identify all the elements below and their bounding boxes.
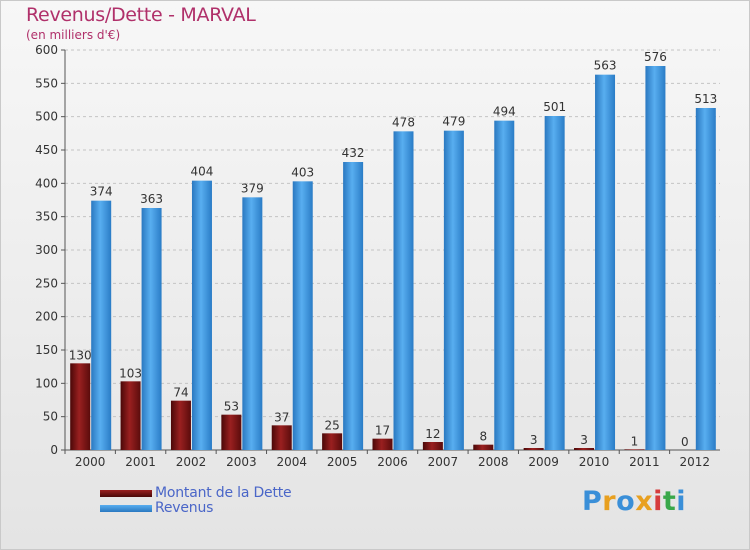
chart-title: Revenus/Dette - MARVAL xyxy=(26,4,256,26)
y-tick-label: 500 xyxy=(35,110,58,124)
bar-revenue-2001 xyxy=(141,208,162,450)
logo-letter: x xyxy=(635,486,654,517)
x-tick-label: 2002 xyxy=(176,455,207,469)
logo-letter: i xyxy=(653,486,663,517)
logo-letter: i xyxy=(676,486,687,517)
x-tick-label: 2000 xyxy=(75,455,106,469)
legend-swatch-revenue xyxy=(100,505,152,512)
bar-revenue-2007 xyxy=(443,130,464,450)
bar-revenue-2004 xyxy=(292,181,313,451)
bar-revenue-2010 xyxy=(595,74,616,451)
value-labels: 1303741033637440453379374032543217478124… xyxy=(69,50,718,449)
y-tick-label: 50 xyxy=(43,410,58,424)
y-tick-label: 150 xyxy=(35,343,58,357)
y-tick-label: 550 xyxy=(35,76,58,90)
logo-letter: t xyxy=(662,486,677,517)
label-debt-2010: 3 xyxy=(580,433,588,447)
bar-revenue-2005 xyxy=(343,162,364,450)
bar-revenue-2012 xyxy=(695,108,716,450)
label-revenue-2006: 478 xyxy=(392,115,415,129)
label-debt-2007: 12 xyxy=(425,427,440,441)
label-revenue-2004: 403 xyxy=(291,165,314,179)
bar-revenue-2003 xyxy=(242,197,263,450)
bar-revenue-2008 xyxy=(494,120,515,451)
chart-subtitle: (en milliers d'€) xyxy=(26,28,121,42)
label-debt-2006: 17 xyxy=(375,424,390,438)
y-tick-label: 0 xyxy=(50,443,58,457)
bar-debt-2002 xyxy=(170,400,191,450)
bar-revenue-2000 xyxy=(91,200,112,450)
label-revenue-2005: 432 xyxy=(342,146,365,160)
legend-label-debt: Montant de la Dette xyxy=(155,485,292,501)
bar-revenue-2009 xyxy=(544,116,565,450)
y-tick-label: 250 xyxy=(35,276,58,290)
proxiti-logo: Proxiti xyxy=(582,486,686,517)
label-revenue-2001: 363 xyxy=(140,192,163,206)
y-tick-label: 350 xyxy=(35,210,58,224)
y-tick-label: 600 xyxy=(35,43,58,57)
bar-debt-2011 xyxy=(624,449,645,450)
label-revenue-2009: 501 xyxy=(543,100,566,114)
bar-debt-2000 xyxy=(70,363,91,450)
label-revenue-2000: 374 xyxy=(90,185,113,199)
label-revenue-2007: 479 xyxy=(442,115,465,129)
label-debt-2005: 25 xyxy=(324,418,339,432)
x-tick-label: 2006 xyxy=(377,455,408,469)
label-revenue-2012: 513 xyxy=(694,92,717,106)
bar-revenue-2011 xyxy=(645,66,666,450)
bar-debt-2010 xyxy=(574,448,595,450)
label-debt-2003: 53 xyxy=(224,400,239,414)
x-tick-label: 2001 xyxy=(125,455,156,469)
y-tick-label: 200 xyxy=(35,310,58,324)
label-debt-2009: 3 xyxy=(530,433,538,447)
logo-letter: P xyxy=(582,486,603,517)
x-tick-label: 2012 xyxy=(680,455,711,469)
bar-debt-2009 xyxy=(523,448,544,450)
label-debt-2002: 74 xyxy=(173,386,188,400)
label-revenue-2010: 563 xyxy=(594,59,617,73)
grid xyxy=(65,49,720,418)
x-tick-label: 2005 xyxy=(327,455,358,469)
logo-letter: o xyxy=(616,486,636,517)
legend-label-revenue: Revenus xyxy=(155,500,214,516)
y-tick-label: 450 xyxy=(35,143,58,157)
label-debt-2008: 8 xyxy=(479,430,487,444)
x-tick-label: 2009 xyxy=(528,455,559,469)
label-debt-2004: 37 xyxy=(274,410,289,424)
x-tick-label: 2003 xyxy=(226,455,257,469)
y-tick-label: 300 xyxy=(35,243,58,257)
label-revenue-2011: 576 xyxy=(644,50,667,64)
label-revenue-2008: 494 xyxy=(493,105,516,119)
label-debt-2011: 1 xyxy=(631,434,639,448)
bar-revenue-2002 xyxy=(191,180,212,450)
x-tick-label: 2007 xyxy=(428,455,459,469)
label-debt-2000: 130 xyxy=(69,348,92,362)
label-revenue-2003: 379 xyxy=(241,181,264,195)
label-debt-2001: 103 xyxy=(119,366,142,380)
bar-revenue-2006 xyxy=(393,131,414,451)
label-revenue-2002: 404 xyxy=(191,165,214,179)
x-tick-label: 2010 xyxy=(579,455,610,469)
bar-debt-2008 xyxy=(473,444,494,450)
bar-debt-2003 xyxy=(221,414,242,450)
y-tick-label: 400 xyxy=(35,176,58,190)
x-tick-label: 2011 xyxy=(629,455,660,469)
y-tick-label: 100 xyxy=(35,376,58,390)
bars xyxy=(70,66,716,451)
legend-swatch-debt xyxy=(100,490,152,497)
bar-debt-2006 xyxy=(372,438,393,450)
logo-letter: r xyxy=(602,486,617,517)
bar-debt-2004 xyxy=(271,425,292,450)
bar-debt-2005 xyxy=(322,433,343,450)
bar-debt-2001 xyxy=(120,381,141,450)
label-debt-2012: 0 xyxy=(681,435,689,449)
x-tick-label: 2008 xyxy=(478,455,509,469)
bar-debt-2007 xyxy=(422,442,443,450)
x-tick-label: 2004 xyxy=(276,455,307,469)
